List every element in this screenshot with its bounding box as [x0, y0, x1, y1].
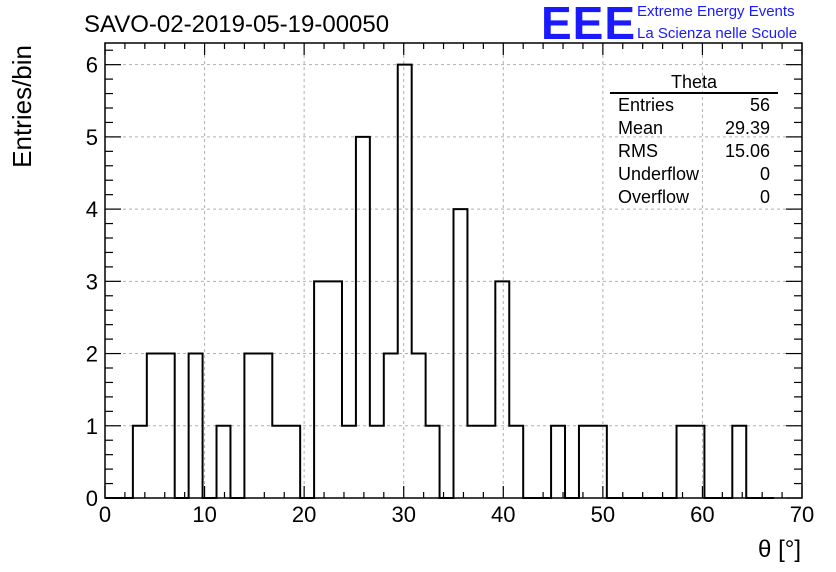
run-title: SAVO-02-2019-05-19-00050: [84, 11, 390, 38]
y-tick-label: 4: [86, 197, 98, 222]
y-tick-label: 6: [86, 53, 98, 78]
x-tick-label: 50: [591, 502, 615, 527]
stats-label: Overflow: [618, 187, 690, 207]
y-tick-label: 1: [86, 414, 98, 439]
y-axis-label: Entries/bin: [7, 45, 37, 168]
x-tick-label: 10: [192, 502, 216, 527]
stats-row-mean: Mean 29.39: [610, 117, 778, 140]
stats-row-rms: RMS 15.06: [610, 140, 778, 163]
stats-label: Entries: [618, 95, 675, 115]
stats-row-overflow: Overflow 0: [610, 186, 778, 209]
stats-value: 0: [759, 164, 770, 184]
stats-value: 0: [759, 187, 770, 207]
x-tick-label: 20: [292, 502, 316, 527]
stats-label: Underflow: [618, 164, 700, 184]
x-axis-label: θ [°]: [758, 536, 801, 563]
eee-logo: EEE: [541, 0, 637, 49]
y-tick-label: 2: [86, 342, 98, 367]
stats-title: Theta: [610, 72, 778, 94]
logo-line-2: La Scienza nelle Scuole: [637, 25, 798, 42]
x-tick-label: 60: [690, 502, 714, 527]
stats-value: 15.06: [724, 141, 770, 161]
x-tick-label: 0: [99, 502, 111, 527]
x-tick-label: 30: [391, 502, 415, 527]
stats-row-underflow: Underflow 0: [610, 163, 778, 186]
stats-box: Theta Entries 56 Mean 29.39 RMS 15.06 Un…: [610, 72, 778, 209]
y-tick-label: 0: [86, 486, 98, 511]
stats-label: RMS: [618, 141, 658, 161]
stats-value: 56: [749, 95, 770, 115]
logo-line-1: Extreme Energy Events: [637, 3, 795, 20]
y-tick-label: 3: [86, 269, 98, 294]
stats-label: Mean: [618, 118, 664, 138]
x-tick-label: 40: [491, 502, 515, 527]
stats-value: 29.39: [724, 118, 770, 138]
x-tick-label: 70: [790, 502, 814, 527]
stats-row-entries: Entries 56: [610, 94, 778, 117]
plot-frame: [104, 42, 803, 499]
y-tick-label: 5: [86, 125, 98, 150]
